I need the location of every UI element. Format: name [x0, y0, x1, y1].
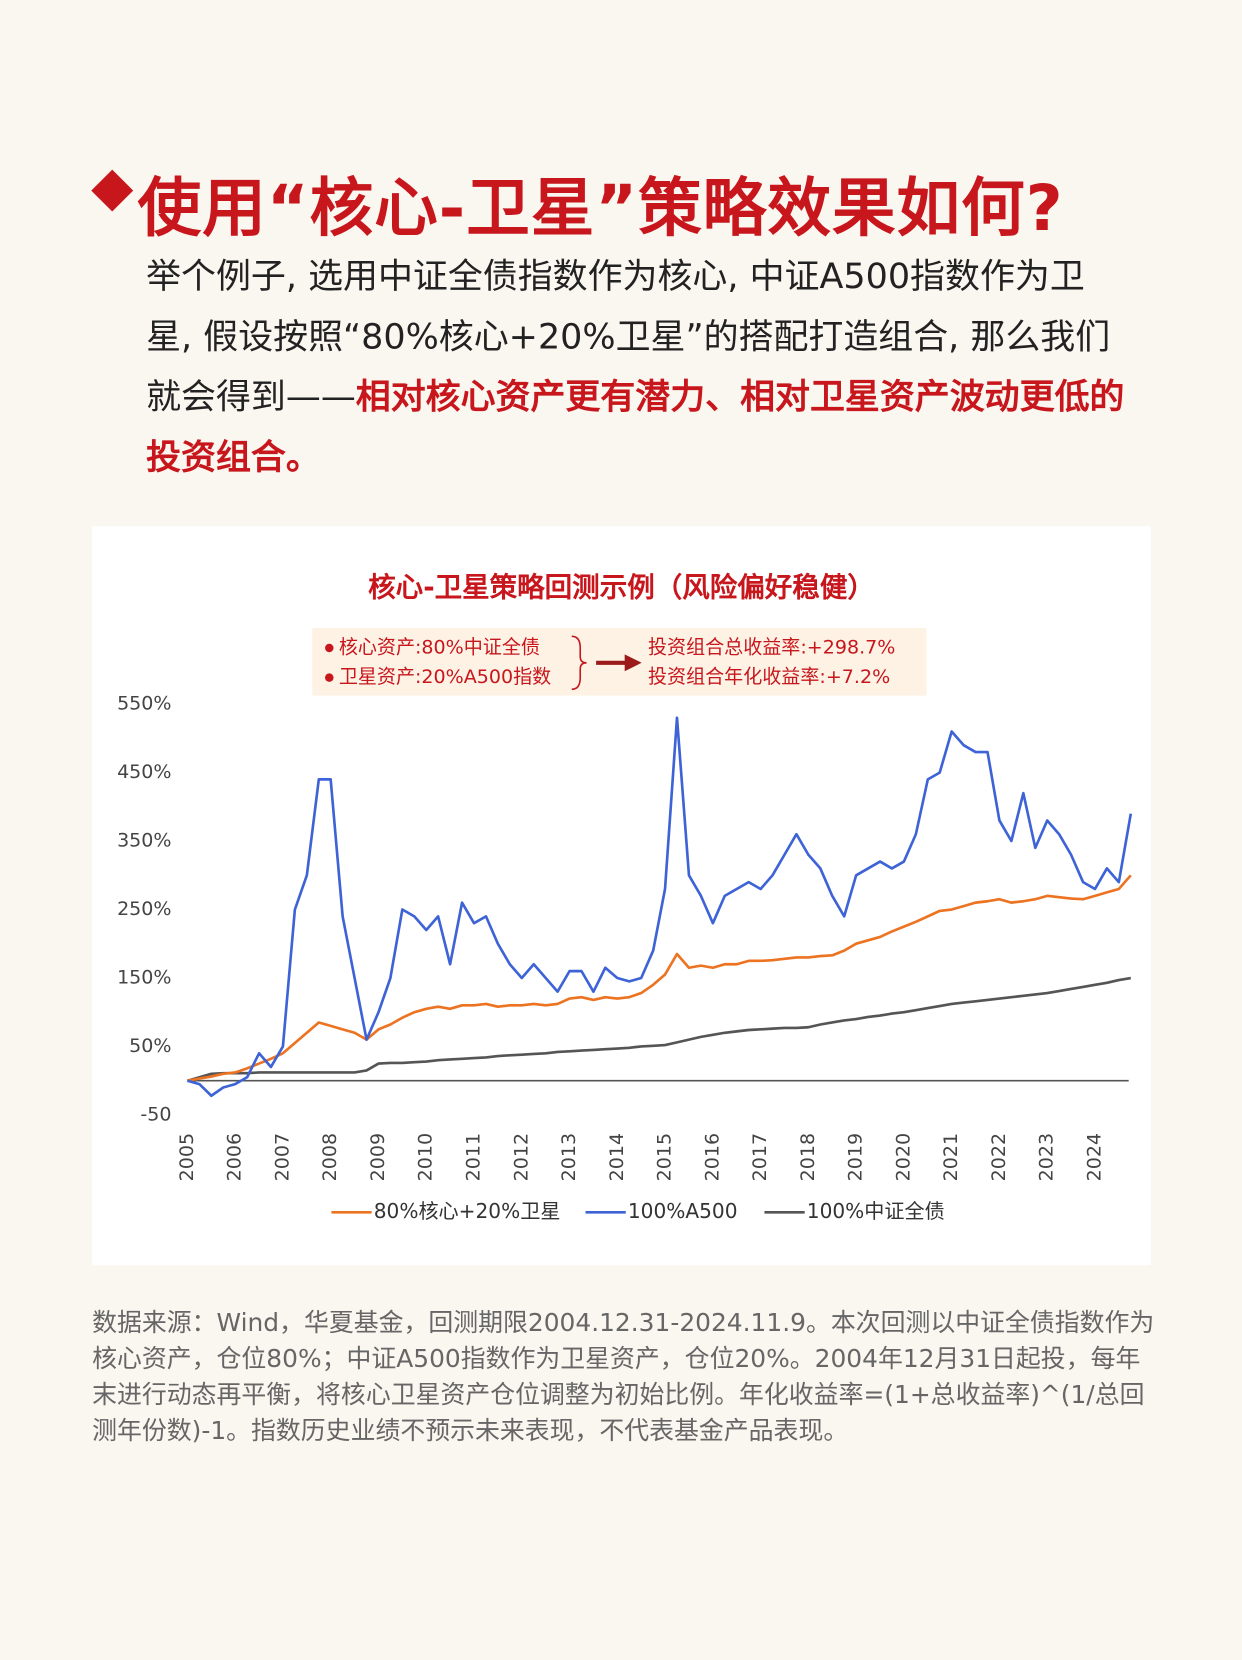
x-tick-label: 2012 [510, 1133, 532, 1181]
x-tick-label: 2020 [892, 1133, 914, 1181]
annotation-input: 卫星资产:20%A500指数 [339, 666, 551, 688]
legend-label: 80%核心+20%卫星 [374, 1199, 561, 1223]
x-tick-label: 2008 [319, 1133, 341, 1181]
brace [571, 635, 587, 691]
x-tick-label: 2018 [797, 1133, 819, 1181]
x-tick-label: 2019 [845, 1133, 867, 1181]
y-tick-label: 150% [117, 966, 171, 988]
x-tick-label: 2013 [558, 1133, 580, 1181]
x-tick-label: 2005 [176, 1133, 198, 1181]
y-tick-label: -50 [140, 1103, 171, 1125]
legend-label: 100%中证全债 [807, 1199, 945, 1223]
y-tick-label: 50% [129, 1035, 171, 1057]
y-tick-label: 550% [117, 693, 171, 715]
annotation-result: 投资组合年化收益率:+7.2% [648, 666, 890, 688]
bullet [325, 643, 334, 653]
series-line [187, 976, 1132, 1082]
x-tick-label: 2021 [940, 1133, 962, 1181]
series-line [187, 874, 1132, 1083]
x-tick-label: 2015 [654, 1133, 676, 1181]
x-tick-label: 2017 [749, 1133, 771, 1181]
bullet [325, 673, 334, 682]
series-line [187, 716, 1133, 1098]
x-tick-label: 2022 [988, 1133, 1010, 1181]
annotation-result: 投资组合总收益率:+298.7% [648, 636, 895, 658]
chart-title: 核心-卫星策略回测示例（风险偏好稳健） [368, 572, 875, 604]
x-tick-label: 2006 [224, 1133, 246, 1181]
arrow-head [624, 654, 642, 672]
legend-label: 100%A500 [628, 1199, 738, 1223]
intro-highlight: 相对核心资产更有潜力、相对卫星资产波动更低的投资组合。 [146, 375, 1125, 478]
footnote: 数据来源：Wind，华夏基金，回测期限2004.12.31-2024.11.9。… [92, 1307, 1155, 1446]
y-tick-label: 450% [117, 761, 171, 783]
y-tick-label: 350% [117, 830, 171, 852]
page-title: 使用“核心-卫星”策略效果如何? [137, 171, 1064, 246]
x-tick-label: 2014 [606, 1133, 628, 1181]
y-tick-label: 250% [117, 898, 171, 920]
intro-paragraph: 举个例子, 选用中证全债指数作为核心, 中证A500指数作为卫星, 假设按照“8… [146, 246, 1125, 487]
x-tick-label: 2010 [415, 1133, 437, 1181]
x-tick-label: 2023 [1036, 1133, 1058, 1181]
annotation-input: 核心资产:80%中证全债 [339, 636, 540, 658]
x-tick-label: 2024 [1083, 1133, 1105, 1181]
intro-text: 举个例子, 选用中证全债指数作为核心, 中证A500指数作为卫星, 假设按照“8… [146, 255, 1111, 418]
x-tick-label: 2009 [367, 1133, 389, 1181]
x-tick-label: 2011 [463, 1133, 485, 1181]
x-tick-label: 2016 [701, 1133, 723, 1181]
x-tick-label: 2007 [271, 1133, 293, 1181]
